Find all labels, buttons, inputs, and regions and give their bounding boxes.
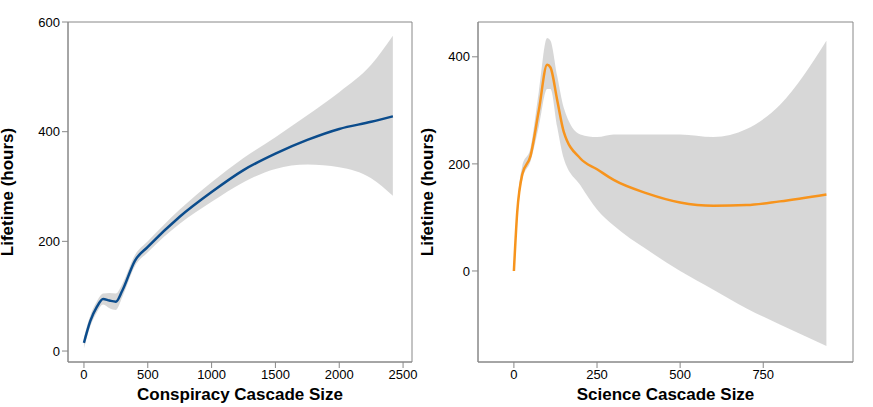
svg-text:Lifetime (hours): Lifetime (hours) [420,128,437,256]
svg-text:750: 750 [752,367,774,382]
svg-text:200: 200 [448,157,470,172]
svg-text:1000: 1000 [197,367,226,382]
svg-text:Conspiracy Cascade Size: Conspiracy Cascade Size [137,385,343,404]
svg-text:600: 600 [38,15,60,30]
svg-text:400: 400 [448,49,470,64]
svg-text:2500: 2500 [389,367,418,382]
svg-text:0: 0 [53,344,60,359]
svg-text:0: 0 [510,367,517,382]
svg-text:1500: 1500 [261,367,290,382]
svg-text:500: 500 [137,367,159,382]
svg-text:250: 250 [586,367,608,382]
svg-text:Science Cascade Size: Science Cascade Size [577,385,755,404]
svg-text:0: 0 [463,264,470,279]
svg-text:400: 400 [38,124,60,139]
svg-text:2000: 2000 [325,367,354,382]
svg-text:200: 200 [38,234,60,249]
svg-text:0: 0 [80,367,87,382]
svg-text:500: 500 [669,367,691,382]
svg-text:Lifetime (hours): Lifetime (hours) [8,128,17,256]
